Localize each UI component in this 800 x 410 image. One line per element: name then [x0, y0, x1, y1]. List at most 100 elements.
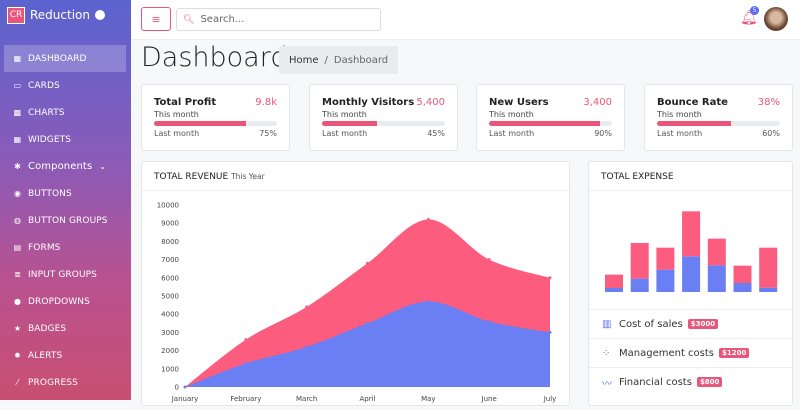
data-point[interactable] [426, 218, 430, 222]
sidebar-item-label: DASHBOARD [28, 53, 87, 64]
y-tick-label: 5000 [161, 293, 179, 301]
avatar[interactable] [764, 7, 788, 31]
data-point[interactable] [244, 361, 248, 365]
sidebar-item-progress[interactable]: ⁄ PROGRESS [0, 369, 131, 396]
trend-line-icon: 〰 [602, 378, 612, 390]
revenue-subtitle: This Year [231, 172, 265, 181]
search-placeholder: Search... [200, 14, 245, 25]
stat-footer: Last month [657, 129, 703, 138]
x-tick-label: January [171, 395, 199, 403]
data-point[interactable] [305, 305, 309, 309]
stat-progress-fill [154, 121, 247, 126]
breadcrumb: Home / Dashboard [279, 46, 399, 74]
chevron-down-icon[interactable]: ⌄ [99, 162, 106, 171]
sidebar-item-badges[interactable]: ★ BADGES [0, 315, 131, 342]
data-point[interactable] [548, 276, 552, 280]
data-point[interactable] [548, 330, 552, 334]
sidebar-item-widgets[interactable]: ▦ WIDGETS [0, 126, 131, 153]
expense-bar-segment [605, 288, 623, 292]
area-series-1 [185, 301, 550, 387]
sidebar-item-charts[interactable]: ▩ CHARTS [0, 99, 131, 126]
github-icon[interactable] [95, 10, 105, 20]
stat-percent: 60% [762, 129, 780, 138]
sidebar-item-icon: ▤ [13, 243, 22, 252]
expense-bar-segment [733, 265, 752, 283]
stat-card: Monthly Visitors 5,400 This month Last mo… [309, 84, 458, 151]
stat-progress-bar [154, 121, 277, 126]
sidebar-item-icon: ▩ [13, 108, 22, 117]
stat-progress-fill [657, 121, 731, 126]
x-tick-label: June [481, 395, 497, 403]
x-tick-label: April [360, 395, 376, 403]
data-point[interactable] [366, 261, 369, 265]
sidebar-item-icon: ● [13, 297, 22, 306]
brand[interactable]: CR Reduction [0, 0, 131, 30]
x-tick-label: March [296, 395, 317, 403]
expense-label: Management costs [619, 347, 715, 359]
expense-badge: $800 [696, 377, 723, 387]
sidebar-item-label: FORMS [28, 242, 61, 253]
stat-progress-fill [322, 121, 378, 126]
y-tick-label: 2000 [161, 347, 179, 355]
stat-card: Total Profit 9.8k This month Last month 75… [141, 84, 290, 151]
sidebar-item-cards[interactable]: ▭ CARDS [0, 72, 131, 99]
expense-card: TOTAL EXPENSE ▥ Cost of sales $3000 ⁘ Manage… [588, 161, 793, 406]
logo: CR [7, 6, 25, 24]
stat-percent: 90% [594, 129, 612, 138]
y-tick-label: 0 [175, 384, 179, 392]
data-point[interactable] [487, 258, 491, 262]
sidebar-item-dashboard[interactable]: ▦ DASHBOARD [4, 45, 126, 72]
sidebar-nav: ▦ DASHBOARD ▭ CARDS ▩ CHARTS ▦ WIDGETS ✱ Componen… [0, 45, 131, 396]
data-point[interactable] [183, 385, 187, 389]
data-point[interactable] [305, 345, 309, 349]
y-tick-label: 8000 [161, 238, 179, 246]
sidebar-item-button-groups[interactable]: ◍ BUTTON GROUPS [0, 207, 131, 234]
search-input[interactable]: 🔍︎ Search... [176, 8, 381, 31]
sidebar-item-dropdowns[interactable]: ● DROPDOWNS [0, 288, 131, 315]
y-tick-label: 1000 [161, 365, 179, 373]
sidebar-item-label: BADGES [28, 323, 67, 334]
data-point[interactable] [366, 321, 369, 325]
stat-footer: Last month [489, 129, 535, 138]
expense-bar-segment [759, 247, 778, 288]
sidebar-item-input-groups[interactable]: ≣ INPUT GROUPS [0, 261, 131, 288]
breadcrumb-home[interactable]: Home [289, 54, 319, 66]
expense-badge: $3000 [687, 319, 719, 329]
sidebar-item-label: ALERTS [28, 350, 63, 361]
y-tick-label: 7000 [161, 256, 179, 264]
sidebar-item-label: DROPDOWNS [28, 296, 90, 307]
stat-title: Bounce Rate [657, 97, 728, 108]
expense-card-header: TOTAL EXPENSE [589, 162, 792, 191]
breadcrumb-current: Dashboard [333, 54, 389, 66]
sidebar-item-components[interactable]: ✱ Components ⌄ [0, 153, 131, 180]
sidebar-item-icon: ★ [13, 324, 22, 333]
stat-title: Total Profit [154, 97, 217, 108]
expense-bar-segment [605, 274, 623, 288]
revenue-card-header: TOTAL REVENUE This Year [142, 162, 569, 191]
sidebar-item-alerts[interactable]: ✹ ALERTS [0, 342, 131, 369]
y-tick-label: 6000 [161, 274, 179, 282]
bubble-icon: ⁘ [602, 347, 611, 359]
data-point[interactable] [426, 299, 430, 303]
search-icon: 🔍︎ [183, 14, 195, 25]
sidebar-item-forms[interactable]: ▤ FORMS [0, 234, 131, 261]
expense-bar-segment [682, 256, 701, 292]
data-point[interactable] [487, 319, 491, 323]
expense-list-item: ▥ Cost of sales $3000 [589, 309, 792, 338]
data-point[interactable] [244, 338, 248, 342]
sidebar-item-label: PROGRESS [28, 377, 78, 388]
sidebar-item-label: WIDGETS [28, 134, 72, 145]
sidebar-item-icon: ✹ [14, 351, 21, 360]
stat-progress-bar [657, 121, 780, 126]
menu-toggle-button[interactable]: ≡ [141, 7, 171, 31]
stat-value: 5,400 [416, 97, 445, 108]
expense-label: Cost of sales [619, 318, 683, 330]
expense-bar-segment [707, 265, 726, 292]
sidebar-item-icon: ▭ [13, 81, 22, 90]
expense-bar-segment [656, 269, 675, 292]
sidebar-item-icon: ✱ [14, 162, 21, 171]
expense-bar-segment [707, 238, 726, 266]
stat-subtitle: This month [322, 110, 367, 119]
expense-bar-segment [682, 211, 701, 257]
sidebar-item-buttons[interactable]: ◉ BUTTONS [0, 180, 131, 207]
